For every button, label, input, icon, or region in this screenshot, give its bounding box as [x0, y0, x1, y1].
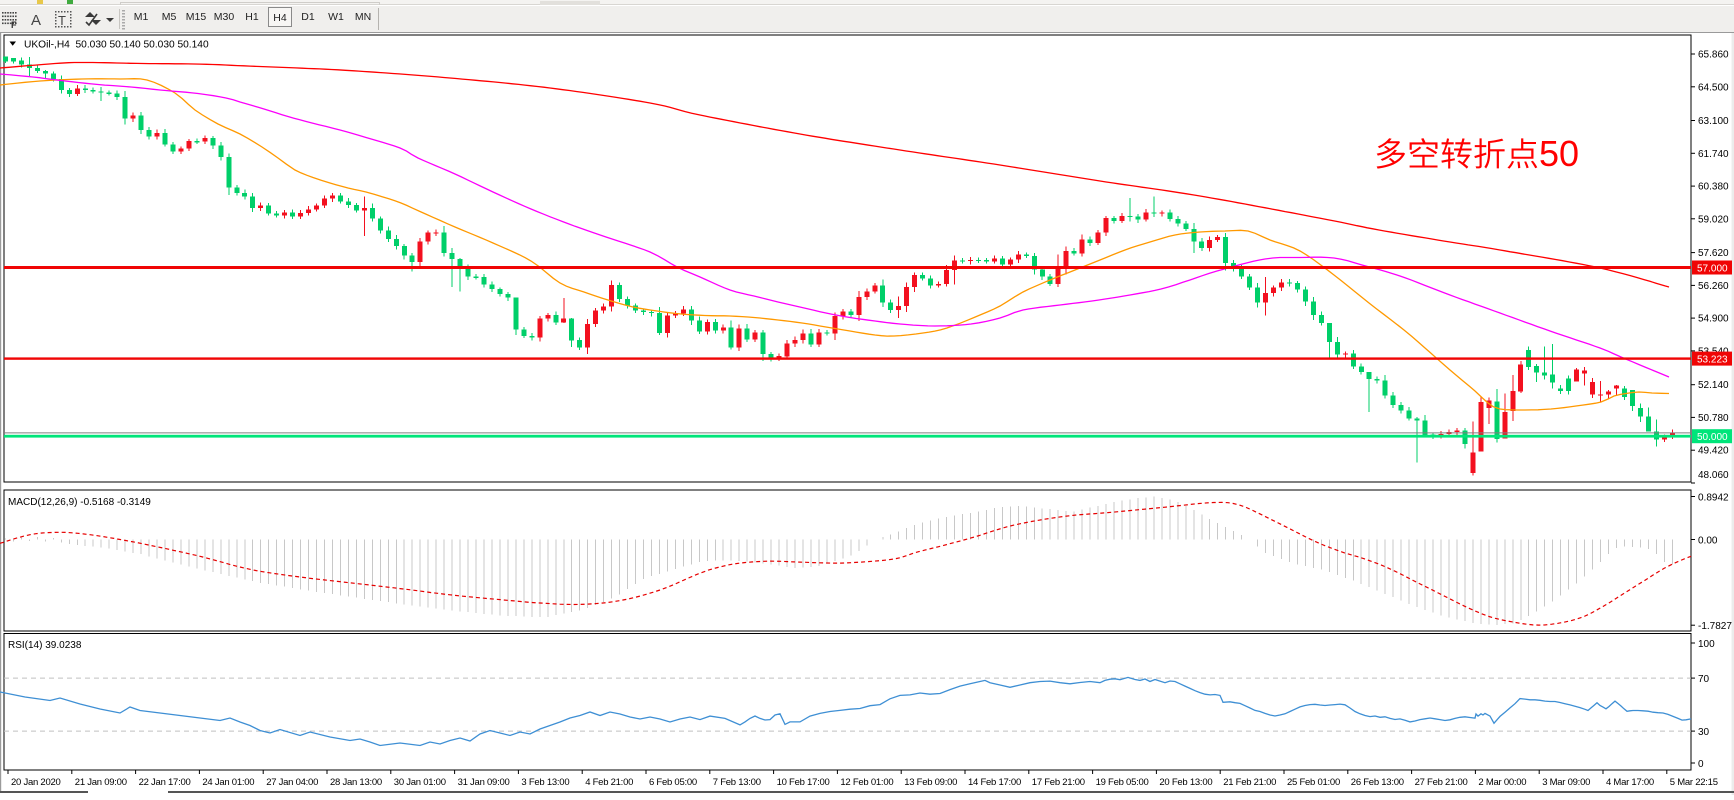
svg-text:-1.7827: -1.7827 — [1698, 621, 1732, 632]
svg-text:2 Mar 00:00: 2 Mar 00:00 — [1478, 777, 1526, 788]
svg-text:5 Mar 22:15: 5 Mar 22:15 — [1670, 777, 1718, 788]
svg-text:RSI(14) 39.0238: RSI(14) 39.0238 — [8, 640, 82, 651]
svg-text:50.000: 50.000 — [1697, 432, 1728, 443]
svg-text:20 Jan 2020: 20 Jan 2020 — [11, 777, 61, 788]
svg-text:0: 0 — [1698, 759, 1704, 770]
svg-text:53.223: 53.223 — [1697, 354, 1728, 365]
svg-text:21 Feb 21:00: 21 Feb 21:00 — [1223, 777, 1276, 788]
svg-text:F: F — [11, 20, 17, 30]
svg-text:57.620: 57.620 — [1698, 248, 1729, 259]
svg-text:28 Jan 13:00: 28 Jan 13:00 — [330, 777, 382, 788]
svg-text:100: 100 — [1698, 639, 1715, 650]
svg-text:T: T — [58, 13, 66, 28]
svg-text:6 Feb 05:00: 6 Feb 05:00 — [649, 777, 697, 788]
svg-text:25 Feb 01:00: 25 Feb 01:00 — [1287, 777, 1340, 788]
svg-text:7 Feb 13:00: 7 Feb 13:00 — [713, 777, 761, 788]
svg-text:30: 30 — [1698, 727, 1710, 738]
svg-text:50.780: 50.780 — [1698, 413, 1729, 424]
svg-text:31 Jan 09:00: 31 Jan 09:00 — [458, 777, 510, 788]
svg-text:50: 50 — [1539, 133, 1579, 174]
svg-text:57.000: 57.000 — [1697, 263, 1728, 274]
svg-text:0.00: 0.00 — [1698, 536, 1718, 547]
svg-text:30 Jan 01:00: 30 Jan 01:00 — [394, 777, 446, 788]
svg-text:4 Feb 21:00: 4 Feb 21:00 — [585, 777, 633, 788]
svg-text:60.380: 60.380 — [1698, 182, 1729, 193]
svg-text:49.420: 49.420 — [1698, 446, 1729, 457]
svg-text:59.020: 59.020 — [1698, 214, 1729, 225]
svg-text:14 Feb 17:00: 14 Feb 17:00 — [968, 777, 1021, 788]
svg-text:17 Feb 21:00: 17 Feb 21:00 — [1032, 777, 1085, 788]
svg-text:MACD(12,26,9) -0.5168 -0.3149: MACD(12,26,9) -0.5168 -0.3149 — [8, 497, 151, 508]
svg-text:70: 70 — [1698, 674, 1710, 685]
svg-text:3 Mar 09:00: 3 Mar 09:00 — [1542, 777, 1590, 788]
svg-text:65.860: 65.860 — [1698, 50, 1729, 61]
svg-text:UKOil-,H4 50.030 50.140 50.03: UKOil-,H4 50.030 50.140 50.030 50.140 — [24, 40, 209, 51]
svg-text:48.060: 48.060 — [1698, 470, 1729, 481]
svg-text:27 Feb 21:00: 27 Feb 21:00 — [1415, 777, 1468, 788]
svg-text:19 Feb 05:00: 19 Feb 05:00 — [1096, 777, 1149, 788]
svg-text:3 Feb 13:00: 3 Feb 13:00 — [521, 777, 569, 788]
svg-text:27 Jan 04:00: 27 Jan 04:00 — [266, 777, 318, 788]
svg-text:0.8942: 0.8942 — [1698, 493, 1729, 504]
svg-text:A: A — [31, 12, 41, 29]
svg-text:22 Jan 17:00: 22 Jan 17:00 — [139, 777, 191, 788]
svg-text:52.140: 52.140 — [1698, 380, 1729, 391]
svg-text:24 Jan 01:00: 24 Jan 01:00 — [202, 777, 254, 788]
svg-text:4 Mar 17:00: 4 Mar 17:00 — [1606, 777, 1654, 788]
svg-text:12 Feb 01:00: 12 Feb 01:00 — [840, 777, 893, 788]
svg-text:20 Feb 13:00: 20 Feb 13:00 — [1159, 777, 1212, 788]
svg-text:54.900: 54.900 — [1698, 314, 1729, 325]
svg-text:56.260: 56.260 — [1698, 281, 1729, 292]
svg-text:61.740: 61.740 — [1698, 149, 1729, 160]
svg-text:21 Jan 09:00: 21 Jan 09:00 — [75, 777, 127, 788]
svg-text:64.500: 64.500 — [1698, 82, 1729, 93]
svg-text:10 Feb 17:00: 10 Feb 17:00 — [777, 777, 830, 788]
svg-text:63.100: 63.100 — [1698, 116, 1729, 127]
svg-text:26 Feb 13:00: 26 Feb 13:00 — [1351, 777, 1404, 788]
svg-text:13 Feb 09:00: 13 Feb 09:00 — [904, 777, 957, 788]
